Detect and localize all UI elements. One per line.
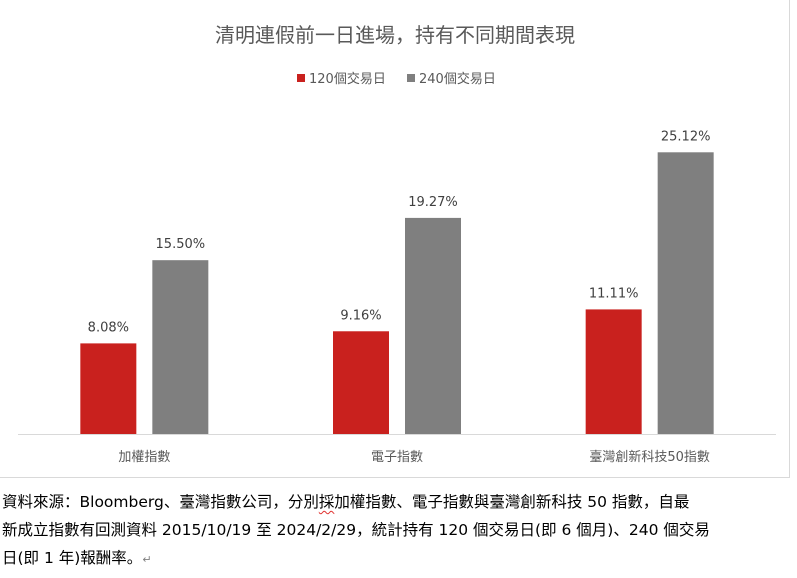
chart-area: 清明連假前一日進場，持有不同期間表現 120個交易日 240個交易日 8.08% 1… [0, 0, 790, 478]
category-label-2: 電子指數 [371, 450, 423, 465]
data-label-1-1: 8.08% [88, 320, 129, 335]
bars-group: 8.08% 15.50% 9.16% 19.27% 11.11% 25.12% [80, 129, 714, 434]
caption-text-1c: 加權指數、電子指數與臺灣創新科技 50 指數，自最 [334, 493, 690, 511]
data-label-2-3: 25.12% [661, 129, 711, 144]
data-label-2-1: 15.50% [156, 237, 206, 252]
caption-text-3: 日(即 1 年)報酬率。 [2, 549, 143, 567]
bar-1-2 [333, 331, 389, 434]
chart-title: 清明連假前一日進場，持有不同期間表現 [215, 23, 575, 47]
caption-line-2: 新成立指數有回測資料 2015/10/19 至 2024/2/29，統計持有 1… [2, 521, 710, 539]
category-labels: 加權指數 電子指數 臺灣創新科技50指數 [118, 449, 710, 465]
legend-label-1: 120個交易日 [309, 71, 386, 87]
bar-2-2 [405, 217, 461, 434]
legend: 120個交易日 240個交易日 [297, 71, 496, 87]
data-label-1-3: 11.11% [589, 286, 639, 301]
caption-line-1: 資料來源：Bloomberg、臺灣指數公司，分別採加權指數、電子指數與臺灣創新科… [2, 488, 792, 516]
source-caption: 資料來源：Bloomberg、臺灣指數公司，分別採加權指數、電子指數與臺灣創新科… [2, 488, 792, 574]
bar-2-1 [152, 260, 209, 434]
bar-chart: 清明連假前一日進場，持有不同期間表現 120個交易日 240個交易日 8.08% 1… [18, 23, 776, 465]
legend-swatch-2 [407, 74, 415, 82]
data-label-2-2: 19.27% [408, 195, 458, 210]
category-label-3: 臺灣創新科技50指數 [589, 449, 710, 465]
legend-label-2: 240個交易日 [419, 71, 496, 87]
paragraph-mark-icon: ↵ [142, 553, 152, 566]
bar-1-3 [585, 309, 642, 434]
category-label-1: 加權指數 [118, 450, 170, 465]
caption-line-3: 日(即 1 年)報酬率。↵ [2, 544, 792, 574]
caption-text-1a: 資料來源：Bloomberg、臺灣指數公司，分別 [2, 493, 319, 511]
bar-2-3 [657, 152, 714, 434]
legend-swatch-1 [297, 74, 305, 82]
spellcheck-word: 採 [318, 493, 335, 511]
data-label-1-2: 9.16% [340, 308, 381, 323]
bar-1-1 [80, 343, 137, 434]
